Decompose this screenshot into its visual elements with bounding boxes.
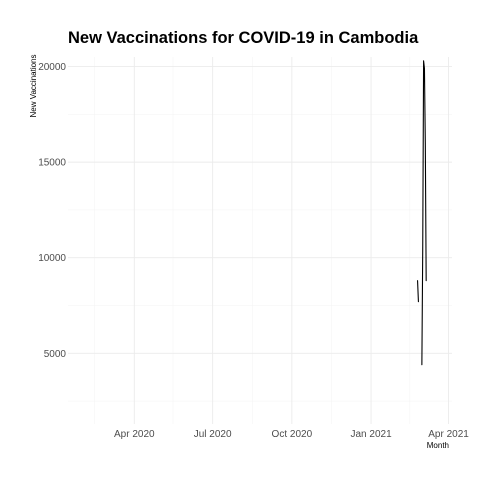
major-gridlines xyxy=(68,57,452,424)
y-tick-label: 5000 xyxy=(44,349,67,360)
y-tick-label: 15000 xyxy=(38,158,66,169)
x-tick-label: Oct 2020 xyxy=(272,429,313,440)
y-tick-label: 20000 xyxy=(38,62,66,73)
x-axis-label: Month xyxy=(427,441,449,450)
y-tick-label: 10000 xyxy=(38,253,66,264)
y-axis-ticks: 5000 10000 15000 20000 xyxy=(38,62,66,360)
x-axis-ticks: Apr 2020 Jul 2020 Oct 2020 Jan 2021 Apr 2021 xyxy=(114,429,469,440)
series-lines xyxy=(417,60,427,366)
x-tick-label: Apr 2020 xyxy=(114,429,155,440)
y-axis-label: New Vaccinations xyxy=(29,55,38,118)
x-tick-label: Apr 2021 xyxy=(428,429,469,440)
x-tick-label: Jul 2020 xyxy=(194,429,232,440)
series-line-segment xyxy=(421,60,427,366)
minor-gridlines xyxy=(68,57,452,424)
series-line-segment xyxy=(417,280,419,303)
x-tick-label: Jan 2021 xyxy=(350,429,392,440)
chart-title: New Vaccinations for COVID-19 in Cambodi… xyxy=(68,29,419,47)
